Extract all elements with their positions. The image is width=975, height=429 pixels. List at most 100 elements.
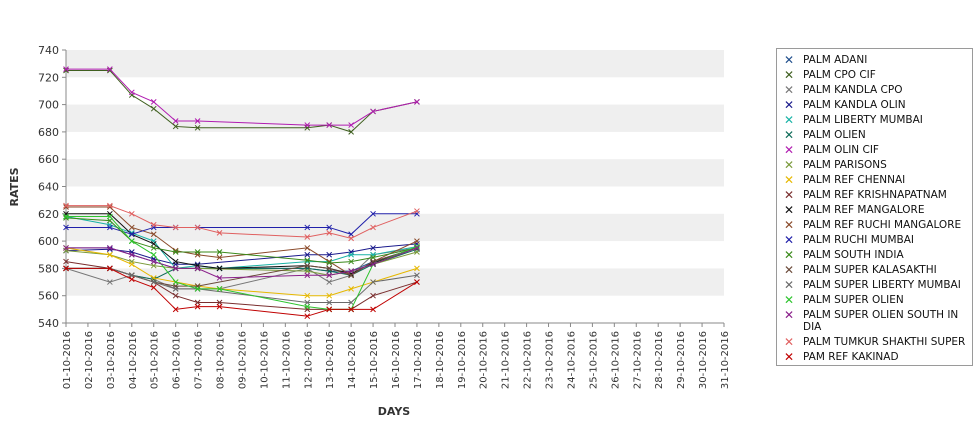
data-point [348,122,354,128]
data-point [150,284,157,291]
data-point [63,265,69,272]
data-point [216,249,223,255]
data-point [172,118,179,124]
data-point [348,251,354,258]
x-tick-label: 01-10-2016 [62,331,73,389]
x-tick-label: 25-10-2016 [588,331,599,389]
data-point [107,66,113,72]
data-point [216,254,223,261]
x-tick-label: 21-10-2016 [501,331,512,389]
legend: ✕ PALM ADANI ✕ PALM CPO CIF ✕ PALM KANDLA CPO… [776,48,973,366]
x-tick-label: 18-10-2016 [435,331,446,389]
series-line [66,216,418,310]
data-point [326,224,333,231]
data-point [326,260,333,266]
y-tick-label: 720 [38,71,59,84]
legend-item: ✕ PALM TUMKUR SHAKTHI SUPER [777,334,972,349]
legend-marker-icon: ✕ [783,142,795,157]
data-point [304,245,311,251]
series-line [66,205,418,239]
y-tick-label: 660 [38,153,59,166]
legend-label: PALM REF MANGALORE [803,203,925,216]
data-point [172,123,179,130]
x-tick-label: 29-10-2016 [676,331,687,389]
data-point [414,208,420,214]
data-point [128,272,135,279]
legend-label: PALM KANDLA CPO [803,83,903,96]
data-point [63,224,69,231]
x-tick-label: 28-10-2016 [654,331,665,389]
data-point [370,224,376,231]
data-point [370,279,376,285]
legend-item: ✕ PALM RUCHI MUMBAI [777,232,972,247]
data-point [172,258,179,265]
y-tick-label: 640 [38,181,59,194]
data-point [326,279,333,285]
data-point [128,238,135,244]
legend-marker-icon: ✕ [783,334,795,349]
data-point [414,245,420,251]
legend-label: PALM KANDLA OLIN [803,98,906,111]
data-point [128,89,135,96]
data-point [348,235,354,242]
data-point [326,251,333,258]
x-tick-label: 30-10-2016 [698,331,709,389]
x-tick-label: 13-10-2016 [325,331,336,389]
data-point [194,224,201,231]
grid-band [66,159,724,187]
legend-marker-icon: ✕ [783,82,795,97]
data-point [304,313,311,320]
data-point [414,238,420,244]
data-point [304,292,311,299]
legend-item: ✕ PALM REF MANGALORE [777,202,972,217]
data-point [150,245,157,251]
legend-label: PALM TUMKUR SHAKTHI SUPER [803,335,966,348]
y-axis-label: RATES [8,167,21,206]
legend-marker-icon: ✕ [783,52,795,67]
legend-label: PALM SUPER OLIEN [803,293,904,306]
data-point [370,254,376,261]
data-point [172,224,179,231]
data-point [326,299,333,306]
data-point [128,210,135,217]
legend-marker-icon: ✕ [783,172,795,187]
legend-label: PALM REF RUCHI MANGALORE [803,218,962,231]
data-point [304,268,311,274]
data-point [150,262,157,269]
data-point [63,258,69,265]
data-point [150,240,157,247]
data-point [194,265,201,272]
x-tick-label: 06-10-2016 [172,331,183,389]
data-point [216,230,223,236]
legend-item: ✕ PALM KANDLA OLIN [777,97,972,112]
data-point [414,265,420,272]
data-point [172,249,179,255]
legend-marker-icon: ✕ [783,217,795,232]
data-point [414,99,420,105]
data-point [348,129,354,135]
x-axis: 01-10-2016 02-10-2016 03-10-2016 04-10-2016… [62,322,731,389]
legend-label: PALM REF KRISHNAPATNAM [803,188,947,201]
data-point [216,275,223,281]
legend-marker-icon: ✕ [783,187,795,202]
data-point [326,230,333,236]
x-tick-label: 22-10-2016 [523,331,534,389]
x-tick-label: 05-10-2016 [150,331,161,389]
legend-item: ✕ PALM SOUTH INDIA [777,247,972,262]
legend-label: PALM SOUTH INDIA [803,248,904,261]
legend-label: PALM RUCHI MUMBAI [803,233,915,246]
series-group [63,66,420,128]
legend-item: ✕ PALM SUPER KALASAKTHI [777,262,972,277]
legend-item: ✕ PALM SUPER LIBERTY MUMBAI [777,277,972,292]
series-line [66,247,418,279]
data-point [370,210,376,217]
data-point [348,286,354,292]
data-point [107,202,113,209]
series-line [65,247,418,297]
legend-marker-icon: ✕ [783,67,795,82]
legend-label: PALM OLIN CIF [803,143,879,156]
data-point [172,306,179,313]
series-line [66,213,418,275]
data-point [304,272,311,279]
data-point [128,261,135,268]
